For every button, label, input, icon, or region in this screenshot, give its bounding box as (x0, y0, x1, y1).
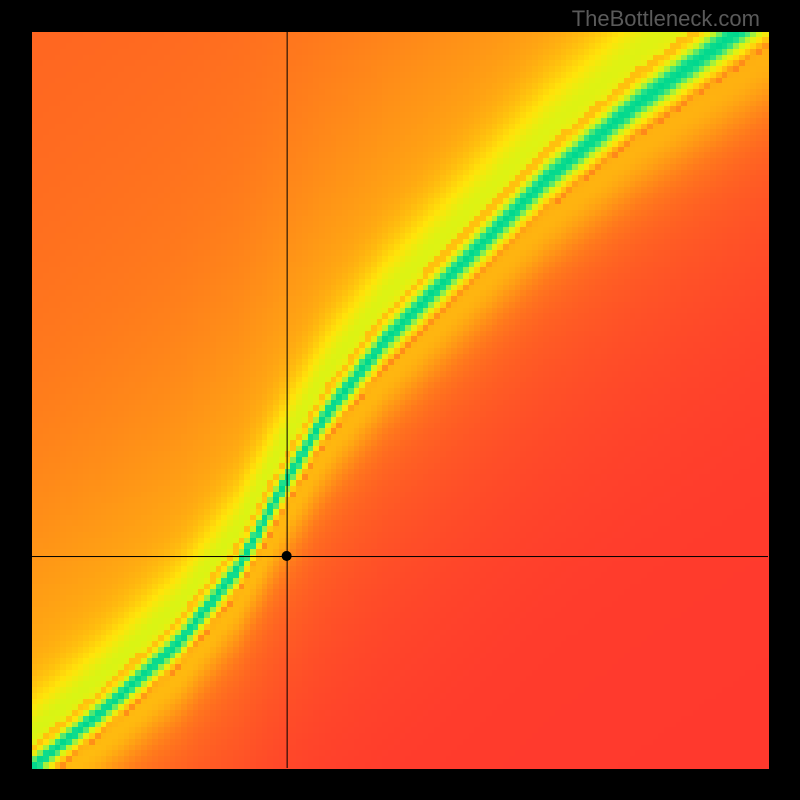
heatmap-canvas (0, 0, 800, 800)
watermark-text: TheBottleneck.com (572, 6, 760, 32)
chart-container: TheBottleneck.com (0, 0, 800, 800)
